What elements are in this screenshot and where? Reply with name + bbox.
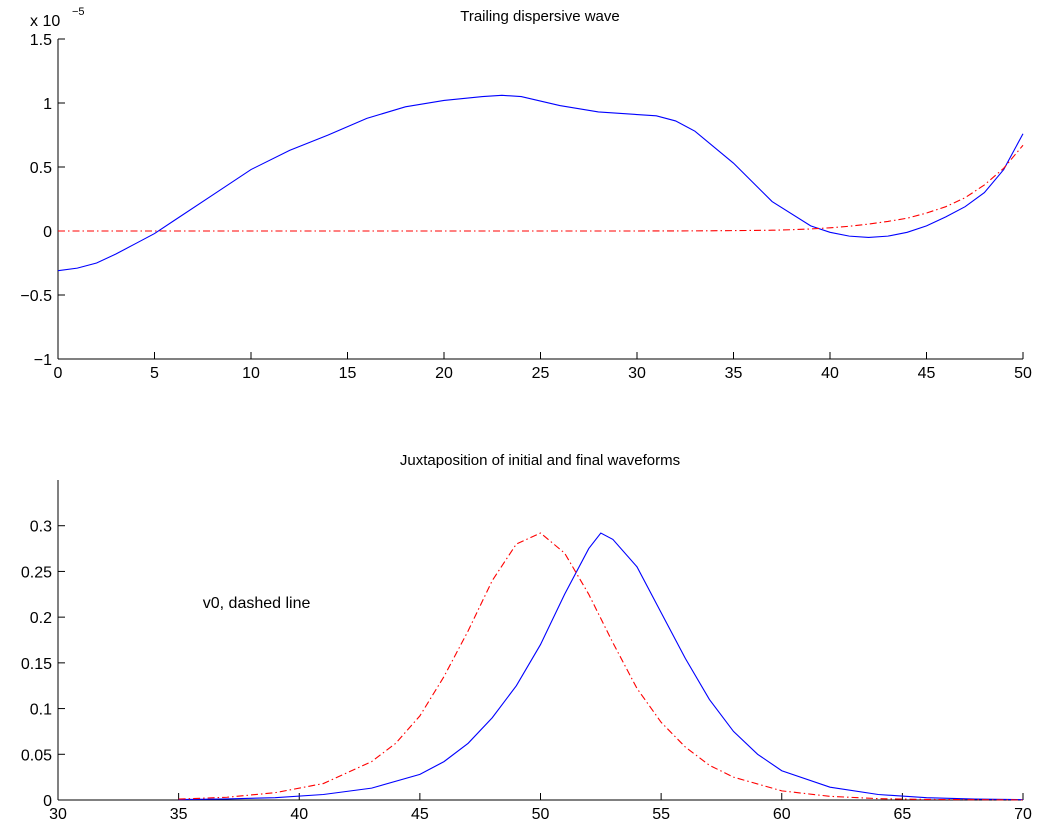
bottom-y-tick-label: 0: [43, 793, 52, 810]
bottom-x-tick-label: 45: [411, 806, 429, 823]
bottom-y-tick-label: 0.3: [30, 519, 52, 536]
top-x-tick-label: 30: [628, 365, 646, 382]
top-y-tick-label: −1: [34, 352, 52, 369]
top-x-tick-label: 25: [532, 365, 550, 382]
bottom-panel-plot-area: 30 35 40 45 50 55 60 65 70 0 0.05 0.1 0.15 0.2 0.25 0.3…: [21, 480, 1032, 823]
bottom-annotation: v0, dashed line: [203, 595, 311, 612]
bottom-y-tick-label: 0.15: [21, 656, 52, 673]
top-panel-exponent-base: x 10: [30, 13, 60, 30]
bottom-x-tick-label: 65: [893, 806, 911, 823]
top-series-dashdot-line: [58, 144, 1024, 232]
top-panel: Trailing dispersive wave x 10 −5 0 5 10 15 2…: [20, 6, 1032, 382]
top-panel-title: Trailing dispersive wave: [460, 8, 620, 25]
top-x-tick-label: 0: [54, 365, 63, 382]
bottom-y-tick-label: 0.2: [30, 610, 52, 627]
top-y-tick-label: 0: [43, 224, 52, 241]
bottom-panel: Juxtaposition of initial and final wavef…: [21, 452, 1032, 823]
bottom-x-tick-label: 30: [49, 806, 67, 823]
bottom-series-dashdot-line: [178, 532, 1024, 801]
top-panel-plot-area: 0 5 10 15 20 25 30 35 40 45 50 −1 −0.5 0 0.5 1 1.5: [20, 32, 1032, 382]
top-x-tick-label: 45: [918, 365, 936, 382]
bottom-x-tick-label: 55: [652, 806, 670, 823]
top-y-tick-label: 0.5: [30, 160, 52, 177]
bottom-y-tick-label: 0.05: [21, 747, 52, 764]
top-panel-exponent-power: −5: [72, 6, 85, 18]
bottom-series-solid-line: [178, 532, 1024, 801]
bottom-y-tick-label: 0.25: [21, 564, 52, 581]
top-x-tick-label: 5: [150, 365, 159, 382]
top-y-tick-label: 1: [43, 96, 52, 113]
top-x-tick-label: 40: [821, 365, 839, 382]
top-x-tick-label: 20: [435, 365, 453, 382]
bottom-panel-title: Juxtaposition of initial and final wavef…: [400, 452, 680, 469]
bottom-x-tick-label: 60: [773, 806, 791, 823]
top-x-tick-label: 15: [339, 365, 357, 382]
bottom-y-tick-label: 0.1: [30, 702, 52, 719]
top-x-tick-label: 50: [1014, 365, 1032, 382]
bottom-x-tick-label: 40: [290, 806, 308, 823]
top-y-tick-label: 1.5: [30, 32, 52, 49]
top-y-tick-label: −0.5: [20, 288, 52, 305]
top-series-solid-line: [57, 94, 1024, 272]
top-x-tick-label: 10: [242, 365, 260, 382]
bottom-x-tick-label: 35: [170, 806, 188, 823]
top-x-tick-label: 35: [725, 365, 743, 382]
bottom-x-tick-label: 50: [532, 806, 550, 823]
bottom-x-tick-label: 70: [1014, 806, 1032, 823]
